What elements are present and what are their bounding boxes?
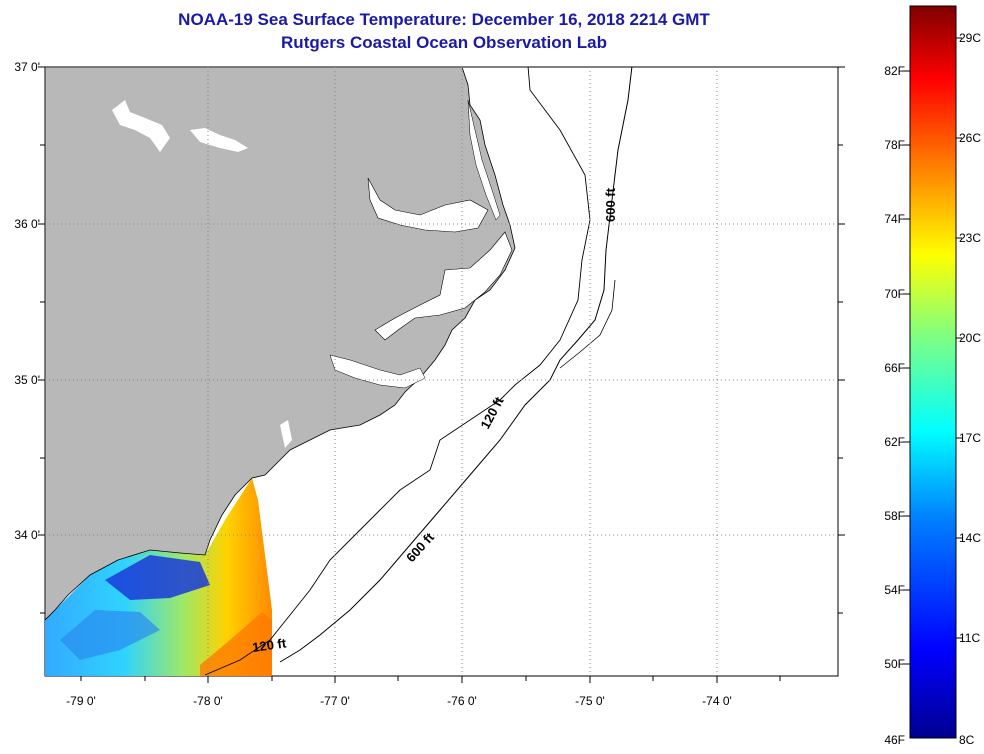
colorbar-ticks <box>903 37 962 665</box>
colorbar-label-62f: 62F <box>884 435 905 449</box>
colorbar-label-26c: 26C <box>959 131 981 145</box>
colorbar-label-54f: 54F <box>884 583 905 597</box>
colorbar-label-78f: 78F <box>884 138 905 152</box>
contour-label-120ft-south: 120 ft <box>251 635 287 655</box>
inland-lake-2 <box>190 128 248 152</box>
contour-600ft-outer <box>279 67 633 663</box>
colorbar-label-17c: 17C <box>959 431 981 445</box>
lat-label-36: 36 0' <box>14 217 40 231</box>
lon-label-76: -76 0' <box>447 694 477 708</box>
lat-label-35: 35 0' <box>14 373 40 387</box>
colorbar-label-58f: 58F <box>884 509 905 523</box>
colorbar-label-14c: 14C <box>959 531 981 545</box>
lon-label-77: -77 0' <box>320 694 350 708</box>
lon-label-75: -75 0' <box>575 694 605 708</box>
sst-cold-core <box>105 555 210 600</box>
map-title: NOAA-19 Sea Surface Temperature: Decembe… <box>178 10 710 29</box>
sst-warm-edge <box>200 612 272 676</box>
colorbar-label-46f: 46F <box>884 733 905 747</box>
lon-label-74: -74 0' <box>702 694 732 708</box>
colorbar-label-20c: 20C <box>959 331 981 345</box>
sst-cool-band <box>60 610 160 660</box>
contour-label-600ft-north: 600 ft <box>603 187 618 222</box>
map-ticks <box>38 66 845 683</box>
land-mass <box>45 67 516 621</box>
colorbar-label-11c: 11C <box>959 631 980 645</box>
lon-label-79: -79 0' <box>66 694 96 708</box>
lat-label-34: 34 0' <box>14 528 40 542</box>
colorbar-label-29c: 29C <box>959 31 981 45</box>
lon-label-78: -78 0' <box>193 694 223 708</box>
colorbar-label-23c: 23C <box>959 231 981 245</box>
colorbar-label-70f: 70F <box>884 287 905 301</box>
contour-shelf-break <box>559 279 616 369</box>
colorbar-label-74f: 74F <box>884 212 905 226</box>
colorbar-label-66f: 66F <box>884 361 905 375</box>
lat-label-37: 37 0' <box>14 60 40 74</box>
pamlico-sound <box>374 231 513 341</box>
cape-fear-river <box>280 420 292 448</box>
colorbar-label-8c: 8C <box>959 733 975 747</box>
inland-lake-1 <box>112 100 170 152</box>
graticule <box>45 67 838 676</box>
colorbar-label-82f: 82F <box>884 64 905 78</box>
contour-120ft-outer <box>204 67 591 676</box>
colorbar-label-50f: 50F <box>884 657 905 671</box>
outer-banks-water <box>467 99 501 221</box>
albemarle-sound <box>367 177 489 233</box>
sst-colorbar <box>909 5 957 739</box>
map-subtitle: Rutgers Coastal Ocean Observation Lab <box>281 33 607 52</box>
